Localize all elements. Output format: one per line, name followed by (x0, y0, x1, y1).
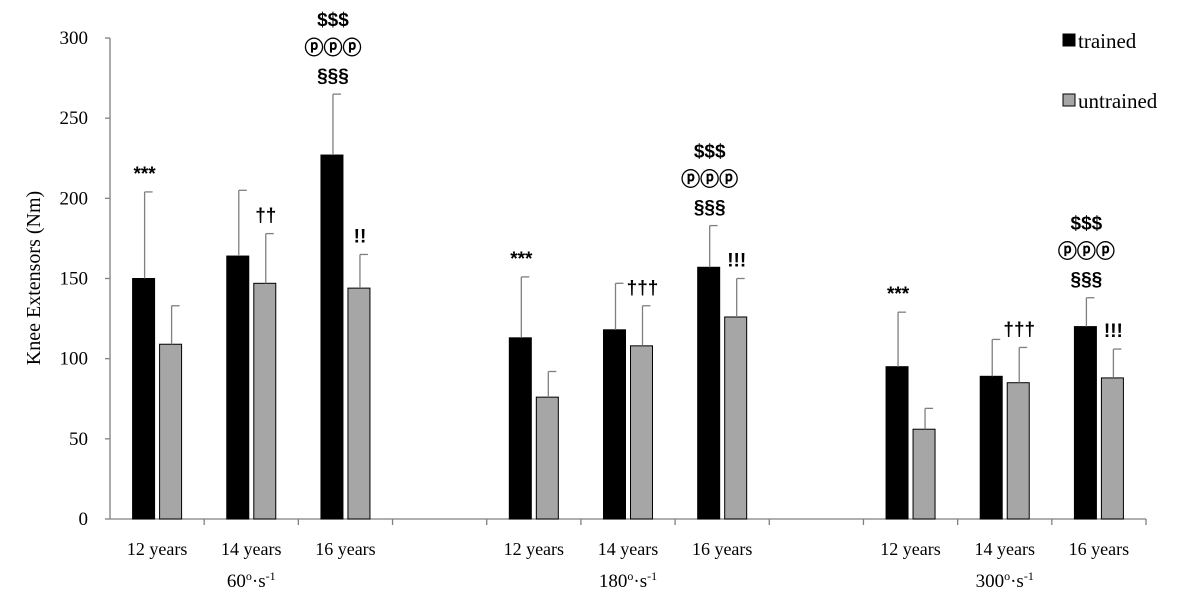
x-group-label-part: -1 (647, 569, 657, 583)
x-group-label-part: -1 (1024, 569, 1034, 583)
y-tick-label: 50 (69, 429, 88, 450)
bar-untrained (912, 428, 936, 520)
y-axis-ticks: 0 50 100 150 200 250 300 (60, 28, 110, 530)
y-tick-label: 250 (60, 108, 89, 129)
x-group-label: 60o·s-1 (227, 569, 276, 592)
x-category-label: 12 years (127, 539, 187, 559)
error-bars (143, 93, 1122, 430)
bar-trained (508, 337, 532, 520)
bar-trained (603, 329, 626, 520)
x-category-label: 14 years (974, 539, 1034, 559)
x-group-label: 180o·s-1 (599, 569, 657, 592)
x-group-label-part: -1 (266, 569, 276, 583)
significance-mark: ††† (1003, 319, 1035, 340)
bar-trained (885, 366, 909, 520)
significance-mark: ††† (627, 278, 659, 299)
bar-untrained (535, 396, 559, 520)
bar-untrained (1100, 377, 1124, 520)
x-group-label-part: ·s (633, 571, 647, 592)
significance-mark: *** (133, 164, 156, 185)
significance-mark: ⓟⓟⓟ (304, 36, 361, 59)
x-group-label-part: o (246, 569, 252, 583)
x-group-label-part: 180 (599, 571, 628, 592)
y-axis-label: Knee Extensors (Nm) (23, 191, 45, 365)
significance-mark: †† (255, 206, 276, 227)
significance-mark: §§§ (694, 198, 726, 219)
x-category-label: 12 years (880, 539, 940, 559)
y-tick-label: 300 (60, 28, 89, 49)
bar-trained (1073, 326, 1097, 520)
x-group-label: 300o·s-1 (976, 569, 1034, 592)
y-tick-label: 0 (79, 509, 89, 530)
x-group-label-part: o (1004, 569, 1010, 583)
bar-trained (132, 278, 156, 520)
x-group-label-part: ·s (1010, 571, 1024, 592)
significance-mark: §§§ (317, 66, 349, 87)
y-tick-label: 200 (60, 188, 89, 209)
bars (132, 154, 1124, 520)
bar-untrained (630, 345, 653, 520)
significance-mark: *** (510, 249, 533, 270)
significance-mark: !!! (1104, 321, 1123, 342)
legend-label-trained: trained (1078, 29, 1137, 53)
x-category-label: 16 years (315, 539, 375, 559)
significance-mark: !!! (727, 251, 746, 272)
bar-trained (697, 266, 721, 520)
significance-mark: $$$ (694, 142, 726, 163)
y-tick-label: 150 (60, 269, 89, 290)
x-group-label-part: 60 (227, 571, 246, 592)
bar-untrained (253, 282, 277, 520)
x-group-label-part: 300 (976, 571, 1005, 592)
y-tick-label: 100 (60, 349, 89, 370)
significance-mark: §§§ (1071, 270, 1103, 291)
bar-trained (979, 375, 1003, 520)
significance-mark: $$$ (317, 10, 349, 31)
significance-mark: ⓟⓟⓟ (681, 168, 738, 191)
bar-untrained (1006, 382, 1030, 520)
significance-marks: *** †† $$$ ⓟⓟⓟ §§§!! *** ††† $$$ ⓟⓟⓟ §§§!!! *** †††… (133, 10, 1122, 342)
x-category-label: 14 years (221, 539, 281, 559)
x-category-label: 14 years (598, 539, 658, 559)
legend-label-untrained: untrained (1078, 89, 1158, 113)
x-category-label: 16 years (692, 539, 752, 559)
x-category-label: 12 years (504, 539, 564, 559)
significance-mark: *** (887, 284, 910, 305)
significance-mark: $$$ (1071, 214, 1103, 235)
bar-trained (226, 255, 250, 520)
legend-swatch-trained (1062, 33, 1076, 47)
bar-untrained (347, 287, 371, 520)
x-category-label: 16 years (1069, 539, 1129, 559)
x-group-label-part: o (627, 569, 633, 583)
bar-trained (320, 154, 344, 520)
significance-mark: !! (354, 226, 367, 247)
bar-untrained (159, 343, 183, 520)
legend: trained untrained (1062, 29, 1158, 113)
significance-mark: ⓟⓟⓟ (1058, 240, 1115, 263)
x-group-label-part: ·s (252, 571, 266, 592)
bar-untrained (724, 316, 748, 520)
legend-swatch-untrained (1062, 93, 1076, 107)
